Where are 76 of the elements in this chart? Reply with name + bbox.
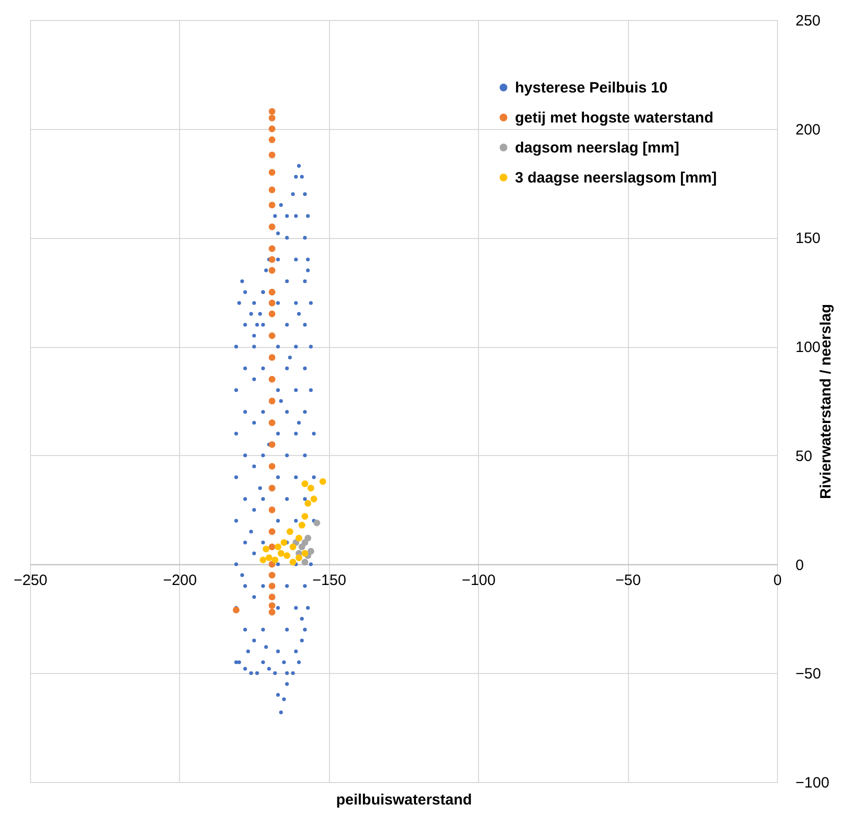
x-axis-title: peilbuiswaterstand (336, 792, 472, 808)
point (302, 558, 308, 566)
point (268, 528, 276, 535)
point (268, 376, 276, 383)
point (280, 539, 288, 546)
y-tick-label: 50 (796, 448, 812, 465)
point (266, 554, 272, 562)
point (319, 478, 326, 485)
point (268, 582, 276, 590)
point (268, 256, 276, 263)
legend-label: dagsom neerslag [mm] (515, 140, 680, 156)
point (268, 419, 276, 426)
y-tick-label: −100 (796, 774, 830, 792)
point (313, 520, 320, 526)
point (268, 332, 276, 340)
legend-label: hysterese Peilbuis 10 (515, 80, 668, 96)
point (304, 534, 312, 542)
y-tick-label: 100 (796, 339, 821, 356)
point (262, 546, 270, 552)
point (268, 594, 276, 600)
point (268, 245, 276, 252)
point (268, 398, 276, 404)
point (308, 484, 314, 492)
x-tick-label: 0 (773, 572, 782, 589)
point (296, 534, 302, 542)
point (268, 114, 276, 122)
y-tick-label: 0 (796, 556, 804, 574)
y-tick-label: 250 (796, 12, 821, 30)
point (272, 556, 278, 564)
point (304, 500, 312, 507)
point (260, 556, 266, 564)
y-tick-label: 200 (796, 121, 821, 138)
y-tick-label: 150 (796, 230, 821, 248)
point (268, 136, 276, 144)
y-tick-label: −50 (796, 666, 821, 683)
point (268, 186, 276, 194)
x-tick-label: −150 (312, 572, 346, 589)
point (268, 108, 276, 115)
point (268, 169, 276, 176)
point (274, 544, 282, 550)
point (268, 441, 276, 448)
point (268, 506, 276, 514)
x-tick-label: −200 (163, 572, 197, 589)
point (268, 484, 276, 492)
point (310, 496, 318, 502)
point (268, 602, 276, 609)
x-tick-label: −100 (462, 572, 496, 589)
point (268, 608, 276, 616)
x-tick-label: −250 (14, 572, 48, 589)
point (268, 223, 276, 230)
point (268, 288, 276, 296)
point (268, 152, 276, 158)
point (268, 267, 276, 274)
x-tick-label: −50 (615, 572, 641, 589)
point (302, 480, 308, 488)
point (284, 552, 290, 559)
legend-label: getij met hogste waterstand (515, 110, 714, 126)
point (268, 354, 276, 361)
point (268, 202, 276, 208)
point (302, 513, 308, 520)
point (296, 554, 302, 562)
legend-label: 3 daagse neerslagsom [mm] (515, 170, 717, 186)
point (286, 528, 294, 535)
point (268, 572, 276, 579)
point (278, 550, 284, 557)
point (290, 558, 296, 566)
point (268, 544, 276, 550)
point (268, 310, 276, 318)
point (298, 522, 306, 528)
point (268, 462, 276, 470)
point (232, 606, 240, 614)
point (268, 126, 276, 132)
point (268, 300, 276, 306)
point (308, 548, 314, 555)
point (302, 550, 308, 557)
point (290, 544, 296, 550)
